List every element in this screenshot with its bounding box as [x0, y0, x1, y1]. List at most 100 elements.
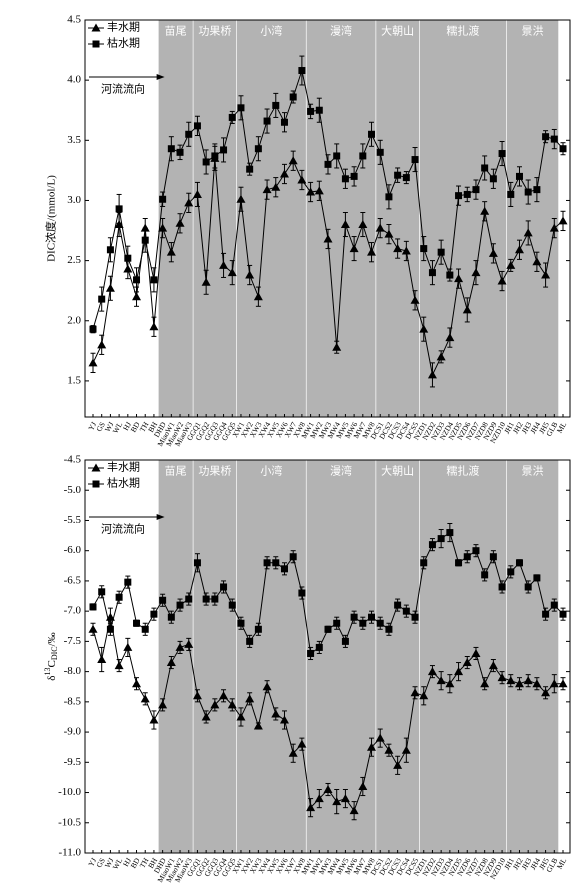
- marker-triangle: [323, 785, 333, 794]
- marker-triangle: [201, 277, 211, 286]
- marker-square: [341, 637, 349, 645]
- marker-triangle: [506, 676, 516, 685]
- marker-square: [289, 553, 297, 561]
- marker-triangle: [245, 270, 255, 279]
- marker-square: [481, 571, 489, 579]
- y-tick-label: -10.0: [58, 786, 81, 798]
- marker-triangle: [332, 342, 342, 351]
- marker-triangle: [462, 305, 472, 314]
- marker-triangle: [384, 745, 394, 754]
- marker-triangle: [105, 283, 115, 292]
- marker-triangle: [523, 228, 533, 237]
- marker-triangle: [497, 276, 507, 285]
- marker-square: [350, 613, 358, 621]
- marker-triangle: [91, 463, 101, 472]
- marker-square: [280, 565, 288, 573]
- y-tick-label: -9.0: [64, 726, 82, 738]
- marker-square: [411, 156, 419, 164]
- legend-label: 枯水期: [107, 476, 140, 490]
- y-tick-label: 4.0: [67, 74, 81, 86]
- region-label: 大朝山: [381, 464, 414, 478]
- y-tick-label: -6.5: [64, 574, 82, 586]
- marker-triangle: [358, 781, 368, 790]
- region-shade: [506, 20, 559, 417]
- marker-triangle: [332, 797, 342, 806]
- marker-square: [359, 152, 367, 160]
- legend-label: 丰水期: [107, 461, 140, 474]
- marker-square: [202, 158, 210, 166]
- marker-triangle: [454, 274, 464, 283]
- marker-triangle: [323, 234, 333, 243]
- marker-square: [98, 588, 106, 596]
- marker-square: [350, 172, 358, 180]
- marker-triangle: [445, 333, 455, 342]
- y-axis-label-part: DIC: [50, 646, 59, 660]
- y-axis-label-part: 13: [43, 668, 52, 676]
- marker-square: [150, 276, 158, 284]
- marker-square: [254, 625, 262, 633]
- flow-arrow-head: [156, 74, 165, 80]
- marker-triangle: [367, 247, 377, 256]
- x-tick-label: WJ: [103, 420, 116, 433]
- marker-triangle: [480, 206, 490, 215]
- marker-square: [515, 559, 523, 567]
- marker-square: [307, 107, 315, 115]
- marker-square: [106, 246, 114, 254]
- marker-square: [246, 165, 254, 173]
- marker-triangle: [210, 700, 220, 709]
- y-tick-label: 4.5: [67, 14, 81, 26]
- y-tick-label: -7.5: [64, 635, 82, 647]
- marker-triangle: [236, 194, 246, 203]
- marker-triangle: [384, 229, 394, 238]
- x-tick-label: HJ: [121, 856, 133, 868]
- marker-square: [472, 547, 480, 555]
- marker-triangle: [375, 223, 385, 232]
- marker-square: [228, 113, 236, 121]
- marker-square: [341, 175, 349, 183]
- marker-triangle: [358, 220, 368, 229]
- y-axis-label: δ13CDIC/‰: [43, 632, 59, 680]
- y-tick-label: -9.5: [64, 756, 82, 768]
- marker-triangle: [271, 709, 281, 718]
- marker-triangle: [306, 803, 316, 812]
- marker-square: [298, 67, 306, 75]
- annotation: 河流流向: [101, 82, 145, 96]
- marker-square: [263, 559, 271, 567]
- y-tick-label: -6.0: [64, 544, 82, 556]
- marker-triangle: [279, 169, 289, 178]
- region-label: 功果桥: [198, 25, 231, 38]
- y-tick-label: -10.5: [58, 816, 81, 828]
- marker-square: [402, 607, 410, 615]
- marker-square: [420, 559, 428, 567]
- marker-square: [333, 619, 341, 627]
- marker-square: [324, 625, 332, 633]
- marker-square: [507, 568, 515, 576]
- y-tick-label: 3.5: [67, 134, 81, 146]
- marker-triangle: [375, 733, 385, 742]
- marker-triangle: [514, 245, 524, 254]
- marker-triangle: [262, 682, 272, 691]
- marker-square: [141, 236, 149, 244]
- region-shade: [158, 460, 193, 853]
- legend-label: 丰水期: [107, 21, 140, 34]
- marker-triangle: [279, 715, 289, 724]
- x-tick-label: ML: [555, 420, 569, 435]
- region-label: 景洪: [522, 464, 544, 478]
- marker-triangle: [227, 700, 237, 709]
- marker-triangle: [340, 794, 350, 803]
- y-tick-label: -8.0: [64, 665, 82, 677]
- marker-square: [542, 133, 550, 141]
- marker-square: [237, 104, 245, 112]
- marker-square: [315, 106, 323, 114]
- marker-triangle: [419, 691, 429, 700]
- marker-triangle: [175, 218, 185, 227]
- marker-square: [411, 613, 419, 621]
- marker-triangle: [123, 642, 133, 651]
- marker-square: [159, 596, 167, 604]
- marker-triangle: [253, 721, 263, 730]
- marker-square: [263, 117, 271, 125]
- marker-square: [385, 625, 393, 633]
- y-axis-label-part: /‰: [46, 632, 58, 646]
- y-axis-label-part: C: [46, 660, 58, 667]
- marker-triangle: [445, 679, 455, 688]
